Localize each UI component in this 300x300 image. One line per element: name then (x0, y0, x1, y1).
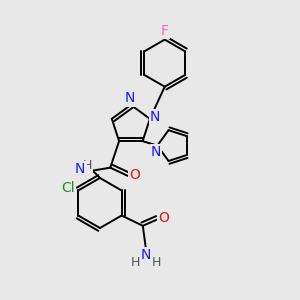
Text: N: N (75, 162, 86, 176)
Text: F: F (161, 24, 169, 38)
Text: N: N (124, 92, 135, 106)
Text: H: H (131, 256, 140, 269)
Text: O: O (159, 211, 170, 225)
Text: H: H (152, 256, 161, 269)
Text: Cl: Cl (61, 181, 75, 195)
Text: H: H (82, 159, 92, 172)
Text: N: N (141, 248, 151, 262)
Text: N: N (151, 145, 161, 159)
Text: N: N (150, 110, 160, 124)
Text: O: O (129, 168, 140, 182)
